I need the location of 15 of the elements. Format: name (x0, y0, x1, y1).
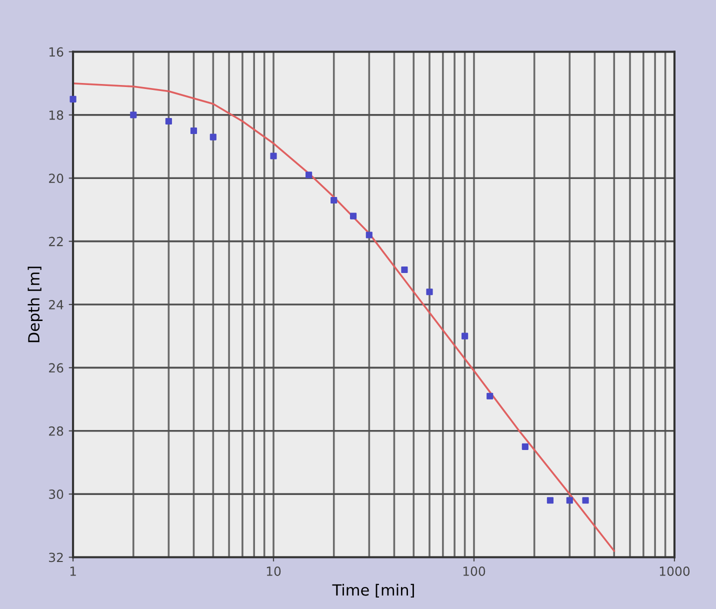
x-tick-label: 10 (266, 566, 281, 576)
y-tick-label: 18 (49, 110, 64, 120)
x-axis-title: Time [min] (332, 584, 414, 598)
x-tick-label: 1 (70, 566, 76, 576)
y-tick-label: 16 (49, 47, 64, 57)
y-tick-label: 28 (49, 426, 64, 436)
y-tick-label: 32 (49, 552, 63, 562)
y-tick-label: 22 (49, 236, 63, 246)
y-tick-label: 24 (49, 300, 64, 310)
y-tick-label: 30 (49, 490, 64, 499)
y-tick-label: 26 (49, 363, 64, 373)
y-axis-title: Depth [m] (28, 266, 43, 342)
y-tick-label: 20 (49, 174, 64, 184)
x-tick-label: 100 (463, 566, 486, 576)
x-tick-label: 1000 (660, 566, 690, 576)
